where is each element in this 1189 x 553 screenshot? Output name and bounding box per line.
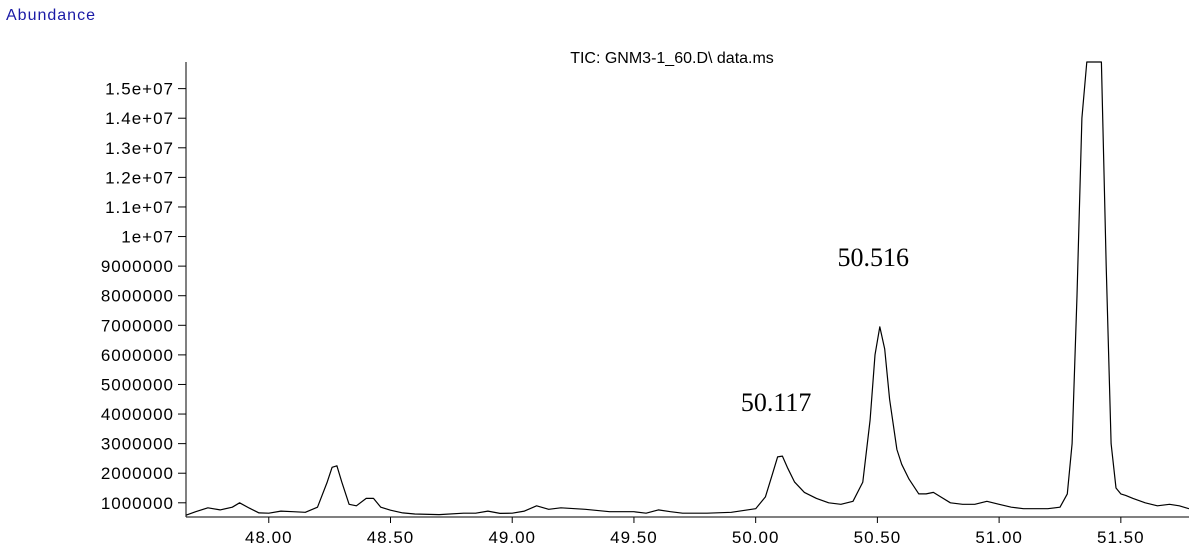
y-tick-label: 1.4e+07 xyxy=(105,109,174,128)
x-tick-label: 49.00 xyxy=(488,528,536,547)
peak-annotations: 50.117 50.516 xyxy=(741,243,909,417)
y-ticks: 1000000 2000000 3000000 4000000 5000000 60000… xyxy=(101,80,186,513)
y-tick-label: 7000000 xyxy=(101,316,174,335)
x-tick-label: 51.50 xyxy=(1097,528,1145,547)
peak-label: 50.516 xyxy=(838,243,910,272)
y-tick-label: 5000000 xyxy=(101,375,174,394)
y-tick-label: 1e+07 xyxy=(121,228,174,247)
x-tick-label: 50.50 xyxy=(854,528,902,547)
chart-title: TIC: GNM3-1_60.D\ data.ms xyxy=(570,50,774,67)
x-ticks: 48.00 48.50 49.00 49.50 50.00 50.50 51.00 51.50 xyxy=(245,517,1145,547)
y-tick-label: 1.3e+07 xyxy=(105,139,174,158)
y-tick-label: 1000000 xyxy=(101,494,174,513)
y-tick-label: 6000000 xyxy=(101,346,174,365)
y-tick-label: 8000000 xyxy=(101,287,174,306)
x-tick-label: 50.00 xyxy=(732,528,780,547)
x-tick-label: 49.50 xyxy=(610,528,658,547)
x-tick-label: 48.00 xyxy=(245,528,293,547)
y-tick-label: 2000000 xyxy=(101,464,174,483)
x-tick-label: 48.50 xyxy=(367,528,415,547)
y-axis-label: Abundance xyxy=(6,7,96,24)
y-tick-label: 4000000 xyxy=(101,405,174,424)
peak-label: 50.117 xyxy=(741,388,812,417)
y-tick-label: 9000000 xyxy=(101,257,174,276)
x-tick-label: 51.00 xyxy=(975,528,1023,547)
y-tick-label: 3000000 xyxy=(101,435,174,454)
y-tick-label: 1.5e+07 xyxy=(105,80,174,99)
tic-trace-line xyxy=(185,61,1189,516)
y-tick-label: 1.1e+07 xyxy=(105,198,174,217)
y-tick-label: 1.2e+07 xyxy=(105,168,174,187)
